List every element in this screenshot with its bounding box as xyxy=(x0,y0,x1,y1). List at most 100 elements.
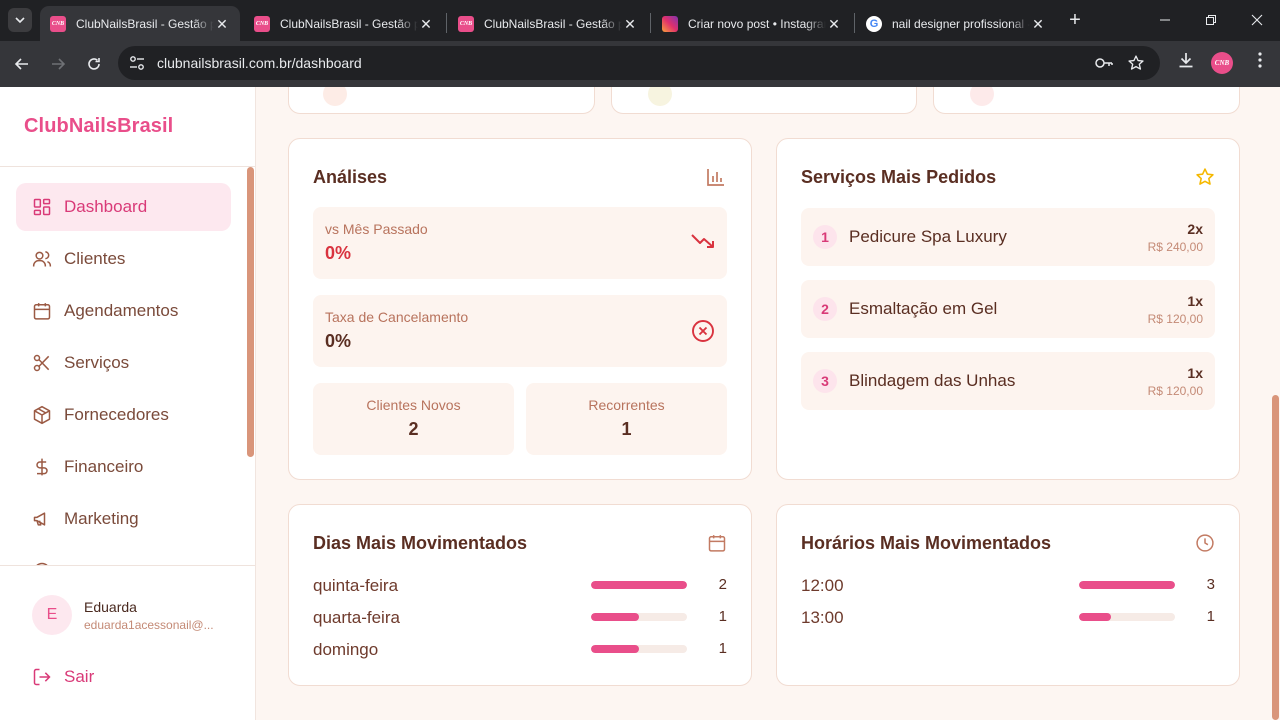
busiest-hours-card: Horários Mais Movimentados 12:00 3 13:00… xyxy=(776,504,1240,686)
stat-icon-circle xyxy=(648,87,672,106)
sidebar-item-label: Marketing xyxy=(64,509,139,528)
main-scrollbar-thumb[interactable] xyxy=(1272,395,1279,720)
bar-track xyxy=(591,581,687,589)
sidebar-scrollbar[interactable] xyxy=(247,167,254,457)
dollar-icon xyxy=(32,457,52,477)
bar-track xyxy=(1079,613,1175,621)
service-name: Esmaltação em Gel xyxy=(849,299,998,318)
hour-label: 13:00 xyxy=(801,608,844,627)
close-tab-icon[interactable]: ✕ xyxy=(828,15,840,32)
password-key-icon[interactable] xyxy=(1094,54,1114,72)
sidebar-item-label: Agendamentos xyxy=(64,301,179,320)
service-item[interactable]: 3 Blindagem das Unhas 1x R$ 120,00 xyxy=(801,352,1215,410)
stat-label: Taxa de Cancelamento xyxy=(325,309,469,325)
logout-button[interactable]: Sair xyxy=(32,667,94,687)
service-item[interactable]: 2 Esmaltação em Gel 1x R$ 120,00 xyxy=(801,280,1215,338)
restore-icon xyxy=(1206,15,1216,25)
close-window-button[interactable] xyxy=(1234,0,1280,40)
sidebar: ClubNailsBrasil Dashboard Clientes Agend… xyxy=(0,87,256,720)
browser-tab-5[interactable]: G nail designer profissional - Pesquisa … xyxy=(856,6,1056,41)
bookmark-star-icon[interactable] xyxy=(1127,54,1145,72)
service-price: R$ 120,00 xyxy=(1147,384,1203,398)
tab-search-button[interactable] xyxy=(8,8,32,32)
service-item[interactable]: 1 Pedicure Spa Luxury 2x R$ 240,00 xyxy=(801,208,1215,266)
download-icon[interactable] xyxy=(1176,50,1196,70)
brand-logo[interactable]: ClubNailsBrasil xyxy=(24,115,174,137)
day-row: quinta-feira 2 xyxy=(313,575,727,595)
day-row: domingo 1 xyxy=(313,639,727,659)
browser-tab-2[interactable]: CNB ClubNailsBrasil - Gestão para Manicu… xyxy=(244,6,444,41)
day-label: quinta-feira xyxy=(313,576,399,595)
service-price: R$ 120,00 xyxy=(1147,312,1203,326)
restore-button[interactable] xyxy=(1188,0,1234,40)
card-title: Serviços Mais Pedidos xyxy=(801,167,997,187)
hour-count: 3 xyxy=(1206,576,1215,593)
sidebar-item-servicos[interactable]: Serviços xyxy=(16,339,231,387)
back-button[interactable] xyxy=(6,48,38,80)
user-profile[interactable]: E Eduarda eduarda1acessonail@... xyxy=(32,595,214,635)
bar-track xyxy=(591,645,687,653)
sidebar-item-marketing[interactable]: Marketing xyxy=(16,495,231,543)
new-tab-button[interactable]: + xyxy=(1069,9,1081,31)
sidebar-item-agendamentos[interactable]: Agendamentos xyxy=(16,287,231,335)
sidebar-item-fornecedores[interactable]: Fornecedores xyxy=(16,391,231,439)
scissors-icon xyxy=(32,353,52,373)
rank-badge: 2 xyxy=(813,297,837,321)
rank-badge: 3 xyxy=(813,369,837,393)
close-tab-icon[interactable]: ✕ xyxy=(1032,15,1044,32)
close-tab-icon[interactable]: ✕ xyxy=(624,15,636,32)
hour-count: 1 xyxy=(1206,608,1215,625)
sidebar-item-label: Fornecedores xyxy=(64,405,169,424)
instagram-icon xyxy=(662,15,678,32)
day-label: domingo xyxy=(313,640,379,659)
sidebar-item-financeiro[interactable]: Financeiro xyxy=(16,443,231,491)
close-tab-icon[interactable]: ✕ xyxy=(216,15,228,32)
x-circle-icon xyxy=(692,320,714,342)
site-settings-icon[interactable] xyxy=(128,54,146,72)
tab-separator xyxy=(446,13,447,33)
close-tab-icon[interactable]: ✕ xyxy=(420,15,432,32)
bar-track xyxy=(591,613,687,621)
profile-avatar-button[interactable]: CNB xyxy=(1211,52,1233,74)
sidebar-item-dashboard[interactable]: Dashboard xyxy=(16,183,231,231)
sidebar-item-partial[interactable] xyxy=(16,547,231,565)
day-count: 1 xyxy=(718,608,727,625)
reload-icon xyxy=(88,58,100,70)
stat-value: 1 xyxy=(621,419,632,439)
stat-label: Clientes Novos xyxy=(366,397,461,413)
browser-tab-3[interactable]: CNB ClubNailsBrasil - Gestão para Manicu… xyxy=(448,6,648,41)
calendar-icon xyxy=(708,535,726,552)
top-services-card: Serviços Mais Pedidos 1 Pedicure Spa Lux… xyxy=(776,138,1240,480)
service-count: 1x xyxy=(1187,293,1203,309)
bar-fill xyxy=(1079,613,1111,621)
returning-clients-stat: Recorrentes 1 xyxy=(526,383,727,455)
tab-title: Criar novo post • Instagram xyxy=(688,16,826,31)
stat-value: 0% xyxy=(325,331,352,351)
forward-button[interactable] xyxy=(42,48,74,80)
top-stat-card xyxy=(933,87,1240,114)
avatar: E xyxy=(32,595,72,635)
user-email: eduarda1acessonail@... xyxy=(84,617,214,632)
stat-icon-circle xyxy=(970,87,994,106)
browser-toolbar: clubnailsbrasil.com.br/dashboard CNB xyxy=(0,41,1280,87)
trending-down-icon xyxy=(691,234,714,248)
close-icon xyxy=(1251,14,1263,26)
browser-tab-1[interactable]: CNB ClubNailsBrasil - Gestão para Manicu… xyxy=(40,6,240,41)
reload-button[interactable] xyxy=(78,48,110,80)
bar-fill xyxy=(591,645,639,653)
user-name: Eduarda xyxy=(84,598,137,615)
hour-row: 12:00 3 xyxy=(801,575,1215,595)
service-count: 2x xyxy=(1187,221,1203,237)
hour-label: 12:00 xyxy=(801,576,844,595)
address-bar[interactable]: clubnailsbrasil.com.br/dashboard xyxy=(118,46,1160,80)
sidebar-item-clientes[interactable]: Clientes xyxy=(16,235,231,283)
stat-value: 2 xyxy=(408,419,419,439)
package-icon xyxy=(32,405,52,425)
browser-tab-4[interactable]: Criar novo post • Instagram ✕ xyxy=(652,6,852,41)
sidebar-nav: Dashboard Clientes Agendamentos Serviços xyxy=(16,183,231,565)
service-count: 1x xyxy=(1187,365,1203,381)
minimize-button[interactable] xyxy=(1142,0,1188,40)
bar-track xyxy=(1079,581,1175,589)
arrow-left-icon xyxy=(14,58,28,70)
more-vertical-icon[interactable] xyxy=(1252,50,1268,70)
